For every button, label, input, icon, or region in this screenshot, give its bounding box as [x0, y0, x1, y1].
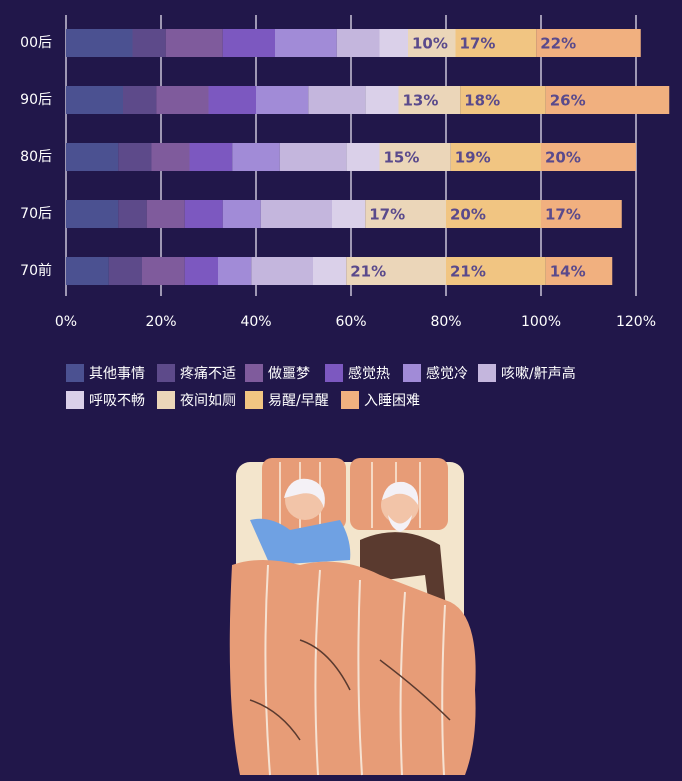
legend-label: 感觉冷 [426, 365, 468, 382]
y-tick-label: 70前 [20, 262, 52, 279]
bar-segment [545, 257, 613, 285]
value-label: 15% [384, 149, 420, 167]
bar-segment [222, 200, 261, 228]
legend-swatch [157, 364, 175, 382]
value-label: 18% [464, 92, 500, 110]
legend-label: 易醒/早醒 [268, 393, 329, 409]
bar-segment [232, 143, 280, 171]
legend-label: 入睡困难 [364, 393, 420, 409]
legend-swatch [157, 391, 175, 409]
legend-swatch [66, 391, 84, 409]
bar-segment [184, 257, 218, 285]
legend-swatch [245, 364, 263, 382]
legend-label: 疼痛不适 [180, 365, 236, 382]
bar-segment [123, 86, 157, 114]
bar-segment [66, 257, 109, 285]
bar-segment [365, 86, 399, 114]
legend-swatch [403, 364, 421, 382]
bar-segment [336, 29, 380, 57]
value-label: 22% [540, 35, 576, 53]
bar-segment [118, 143, 152, 171]
legend-label: 呼吸不畅 [89, 393, 145, 409]
value-label: 17% [369, 206, 405, 224]
value-label: 17% [545, 206, 581, 224]
bar-segment [132, 29, 166, 57]
value-label: 13% [403, 92, 439, 110]
legend-swatch [325, 364, 343, 382]
bar-segment [379, 29, 408, 57]
bar-segment [446, 257, 546, 285]
x-tick-label: 100% [521, 314, 561, 330]
legend-label: 夜间如厕 [180, 393, 236, 409]
bar-segment [66, 86, 123, 114]
bar-segment [308, 86, 366, 114]
value-label: 21% [350, 263, 386, 281]
legend-swatch [66, 364, 84, 382]
bar-segment [450, 143, 541, 171]
bar-segment [332, 200, 366, 228]
bar-segment [346, 257, 446, 285]
x-tick-label: 120% [616, 314, 656, 330]
y-tick-label: 00后 [20, 35, 52, 51]
legend-swatch [245, 391, 263, 409]
y-tick-label: 70后 [20, 206, 52, 222]
bar-segment [260, 200, 332, 228]
bar-segment [151, 143, 190, 171]
value-label: 20% [450, 206, 486, 224]
x-tick-label: 0% [55, 314, 77, 330]
value-label: 21% [450, 263, 486, 281]
bar-segment [460, 86, 546, 114]
bar-segment [446, 200, 541, 228]
bar-segment [142, 257, 185, 285]
bar-segment [379, 143, 451, 171]
bar-segment [346, 143, 380, 171]
bar-segment [66, 200, 119, 228]
value-label: 26% [550, 92, 586, 110]
bar-segment [222, 29, 275, 57]
bar-segment [279, 143, 347, 171]
value-label: 19% [455, 149, 491, 167]
bar-segment [365, 200, 446, 228]
bar-segment [156, 86, 209, 114]
legend-swatch [478, 364, 496, 382]
bar-segment [398, 86, 461, 114]
bar-segment [184, 200, 223, 228]
bar-segment [189, 143, 233, 171]
x-tick-label: 80% [430, 314, 461, 330]
bar-segment [455, 29, 537, 57]
legend-label: 咳嗽/鼾声高 [501, 365, 576, 382]
x-tick-label: 40% [240, 314, 271, 330]
bar-segment [66, 29, 133, 57]
value-label: 17% [460, 35, 496, 53]
value-label: 10% [412, 35, 448, 53]
illustration [229, 458, 476, 776]
bar-segment [208, 86, 256, 114]
bar-segment [313, 257, 347, 285]
legend-swatch [341, 391, 359, 409]
bar-segment [408, 29, 456, 57]
x-tick-label: 20% [145, 314, 176, 330]
bar-segment [536, 29, 641, 57]
bar-segment [146, 200, 185, 228]
legend-label: 做噩梦 [268, 366, 310, 382]
bar-segment [545, 86, 670, 114]
bar-segment [218, 257, 252, 285]
bar-segment [541, 143, 636, 171]
bar-segment [165, 29, 223, 57]
bar-segment [118, 200, 147, 228]
bar-segment [541, 200, 622, 228]
bar-segment [256, 86, 309, 114]
y-tick-label: 90后 [20, 92, 52, 108]
y-tick-label: 80后 [20, 149, 52, 165]
bar-segment [108, 257, 142, 285]
value-label: 14% [550, 263, 586, 281]
x-tick-label: 60% [335, 314, 366, 330]
bar-segment [275, 29, 337, 57]
bar-segment [66, 143, 119, 171]
legend-label: 其他事情 [89, 366, 145, 382]
value-label: 20% [545, 149, 581, 167]
legend-label: 感觉热 [348, 365, 390, 382]
bar-segment [251, 257, 313, 285]
